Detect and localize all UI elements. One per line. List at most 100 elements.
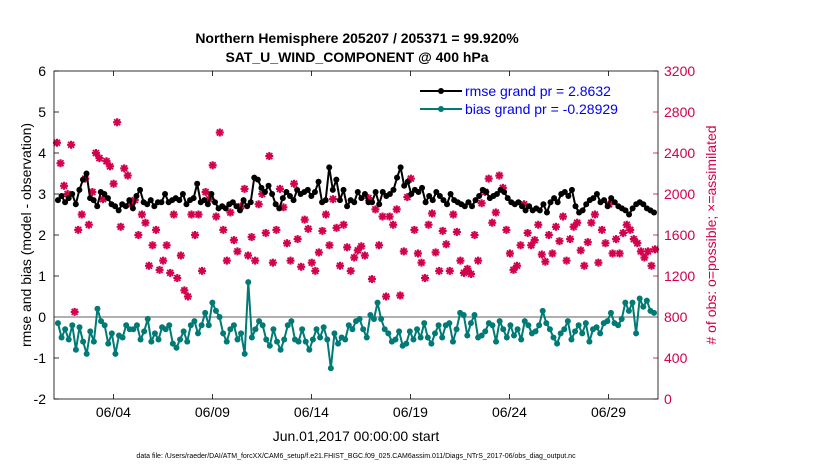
rmse-point: [340, 186, 347, 193]
assimilated-marker: [247, 233, 256, 242]
rmse-point: [94, 203, 101, 210]
left-tick-label: 6: [38, 63, 46, 79]
marker-stroke-d2: [485, 174, 493, 183]
assimilated-marker: [608, 249, 617, 258]
assimilated-marker: [311, 266, 320, 275]
rmse-point: [194, 180, 201, 187]
bias-point: [205, 322, 212, 329]
marker-stroke-d2: [538, 250, 546, 259]
marker-stroke-d2: [311, 267, 319, 275]
assimilated-marker: [530, 236, 539, 245]
bias-point: [299, 326, 306, 333]
bias-point: [543, 320, 550, 327]
rmse-point: [183, 201, 190, 208]
rmse-point: [404, 178, 411, 185]
rmse-point: [433, 188, 440, 195]
rmse-point: [579, 207, 586, 214]
bias-point: [431, 330, 438, 337]
marker-stroke-d2: [502, 226, 511, 234]
marker-stroke-d2: [53, 139, 61, 147]
rmse-point: [358, 195, 365, 202]
marker-stroke-d2: [456, 256, 465, 265]
bias-point: [360, 326, 367, 333]
assimilated-marker: [109, 179, 118, 188]
rmse-point: [429, 197, 436, 204]
rmse-point: [336, 197, 343, 204]
marker-stroke-d2: [78, 210, 86, 219]
marker-stroke-d2: [56, 159, 65, 167]
bias-point: [489, 322, 496, 329]
rmse-point: [651, 209, 658, 216]
rmse-point: [394, 174, 401, 181]
bias-point: [568, 336, 575, 343]
rmse-point: [608, 195, 615, 202]
assimilated-marker: [417, 258, 426, 267]
marker-stroke-d2: [223, 256, 231, 265]
assimilated-marker: [569, 222, 578, 231]
plot-frame: [53, 70, 659, 400]
marker-stroke-d2: [587, 219, 595, 227]
left-tick-label: 4: [38, 145, 46, 161]
marker-stroke-d2: [152, 226, 160, 234]
marker-stroke-d2: [623, 221, 631, 229]
marker-stroke-d2: [347, 267, 355, 275]
marker-stroke-d2: [552, 223, 560, 231]
rmse-point: [247, 199, 254, 206]
bias-point: [281, 336, 288, 343]
rmse-point: [344, 203, 351, 210]
rmse-point: [326, 164, 333, 171]
bias-point: [166, 322, 173, 329]
rmse-point: [397, 164, 404, 171]
rmse-point: [244, 203, 251, 210]
rmse-point: [551, 195, 558, 202]
assimilated-marker: [116, 222, 125, 231]
bias-point: [496, 318, 503, 325]
marker-stroke-d2: [453, 228, 461, 236]
assimilated-marker: [300, 215, 309, 224]
bias-point: [270, 326, 277, 333]
assimilated-marker: [166, 268, 175, 277]
rmse-point: [626, 211, 633, 218]
left-tick-label: 3: [38, 186, 46, 202]
assimilated-marker: [555, 237, 564, 246]
assimilated-marker: [219, 225, 228, 234]
marker-stroke-d2: [633, 239, 641, 247]
marker-stroke-d2: [382, 292, 390, 301]
marker-stroke-d2: [230, 236, 238, 244]
rmse-point: [133, 193, 140, 200]
marker-stroke-d2: [428, 209, 436, 218]
bias-point: [424, 334, 431, 341]
bias-point: [625, 307, 632, 314]
rmse-point: [415, 188, 422, 195]
marker-stroke-d2: [95, 154, 104, 162]
rmse-point: [261, 188, 268, 195]
assimilated-marker: [215, 128, 224, 137]
assimilated-marker: [615, 249, 624, 258]
rmse-point: [315, 178, 322, 185]
left-tick-label: 1: [38, 268, 46, 284]
legend-rmse-label: rmse grand pr = 2.8632: [465, 83, 611, 99]
assimilated-marker: [452, 227, 461, 236]
rmse-point: [515, 199, 522, 206]
assimilated-marker: [67, 140, 76, 149]
marker-stroke-d2: [106, 162, 114, 170]
bias-point: [62, 326, 69, 333]
rmse-point: [112, 203, 119, 210]
assimilated-marker: [244, 251, 253, 260]
bias-point: [536, 322, 543, 329]
bias-point: [478, 332, 485, 339]
rmse-point: [561, 188, 568, 195]
rmse-point: [69, 191, 76, 197]
assimilated-marker: [491, 208, 500, 217]
marker-stroke-d2: [173, 274, 181, 282]
bias-point: [370, 316, 377, 323]
marker-stroke-d2: [187, 210, 196, 219]
assimilated-marker: [562, 256, 571, 265]
assimilated-marker: [523, 228, 532, 237]
marker-stroke-d2: [612, 235, 620, 243]
x-tick-label: 06/04: [96, 404, 131, 420]
rmse-point: [540, 201, 547, 208]
rmse-point: [601, 197, 608, 204]
marker-stroke-d2: [424, 221, 433, 229]
rmse-point: [265, 182, 272, 189]
